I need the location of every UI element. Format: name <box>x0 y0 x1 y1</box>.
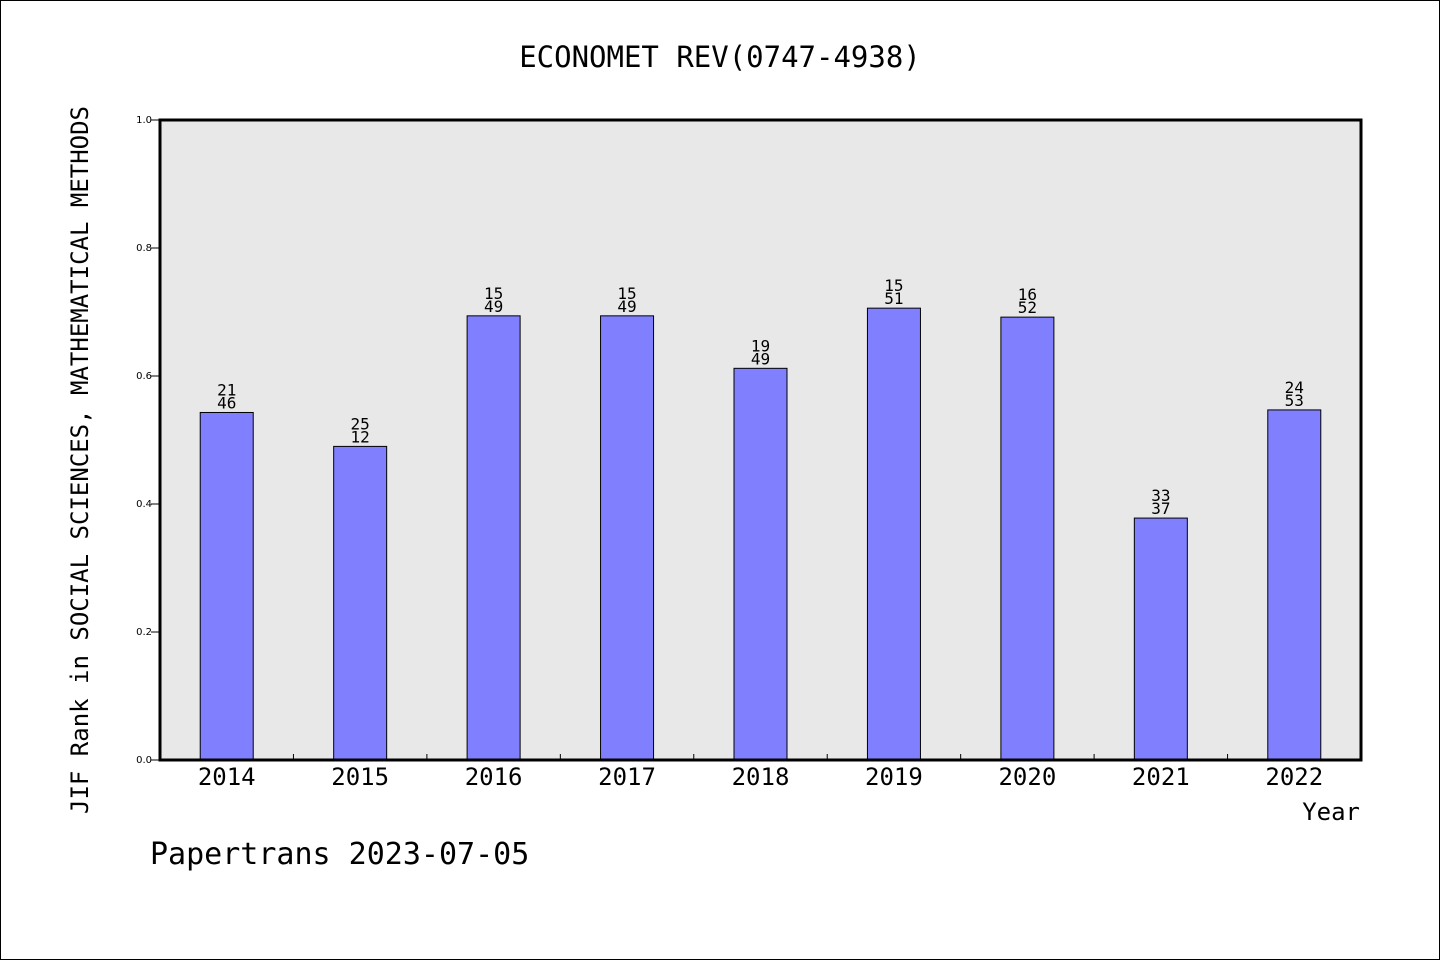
bar-label-top: 33 <box>1151 486 1170 505</box>
bar-label-top: 15 <box>484 284 503 303</box>
bar-label-bottom: 51 <box>884 289 903 308</box>
x-tick-label: 2021 <box>1132 763 1190 791</box>
bar-2018 <box>733 367 788 761</box>
y-tick-label: 0.4 <box>136 499 152 510</box>
y-tick-label: 0.8 <box>136 243 152 254</box>
bar-label-top: 21 <box>217 380 236 399</box>
bar-label-top: 19 <box>751 336 770 355</box>
x-tick-label: 2019 <box>865 763 923 791</box>
bar-2019 <box>866 307 921 761</box>
y-axis-label: JIF Rank in SOCIAL SCIENCES, MATHEMATICA… <box>66 106 94 814</box>
x-tick-label: 2020 <box>998 763 1056 791</box>
y-tick-label: 0.2 <box>136 627 152 638</box>
x-tick-label: 2017 <box>598 763 656 791</box>
bar-label-bottom: 37 <box>1151 499 1170 518</box>
x-tick-label: 2014 <box>198 763 256 791</box>
x-tick-label: 2016 <box>465 763 523 791</box>
y-tick-label: 0.6 <box>136 371 152 382</box>
bar-2016 <box>466 315 521 761</box>
plot-border <box>158 118 1363 762</box>
bar-2015 <box>333 445 388 761</box>
x-axis: 2014 2015 2016 2017 2018 2019 2020 2021 2022 <box>198 754 1323 791</box>
bar-2022 <box>1267 409 1322 761</box>
bar-2017 <box>600 315 655 761</box>
bar-label-top: 15 <box>617 284 636 303</box>
bar-label-bottom: 53 <box>1285 391 1304 410</box>
y-tick-label: 1.0 <box>136 115 152 126</box>
x-tick-label: 2022 <box>1265 763 1323 791</box>
bar-label-bottom: 12 <box>351 427 370 446</box>
bar-label-top: 24 <box>1285 378 1304 397</box>
bar-label-top: 25 <box>351 414 370 433</box>
chart-title: ECONOMET REV(0747-4938) <box>519 40 921 74</box>
x-axis-label: Year <box>1302 798 1360 826</box>
bar-label-bottom: 49 <box>484 297 503 316</box>
y-tick-label: 0.0 <box>136 755 152 766</box>
source-footer: Papertrans 2023-07-05 <box>150 837 529 872</box>
x-tick-label: 2018 <box>732 763 790 791</box>
bar-label-top: 16 <box>1018 285 1037 304</box>
bar-label-top: 15 <box>884 276 903 295</box>
bar-label-bottom: 52 <box>1018 298 1037 317</box>
bar-2014 <box>199 411 254 761</box>
bar-2020 <box>1000 316 1055 761</box>
y-axis: 0.0 0.2 0.4 0.6 0.8 1.0 <box>136 115 160 766</box>
bar-label-bottom: 46 <box>217 393 236 412</box>
bar-label-bottom: 49 <box>751 349 770 368</box>
bar-2021 <box>1133 517 1188 761</box>
x-tick-label: 2015 <box>331 763 389 791</box>
bar-label-bottom: 49 <box>617 297 636 316</box>
